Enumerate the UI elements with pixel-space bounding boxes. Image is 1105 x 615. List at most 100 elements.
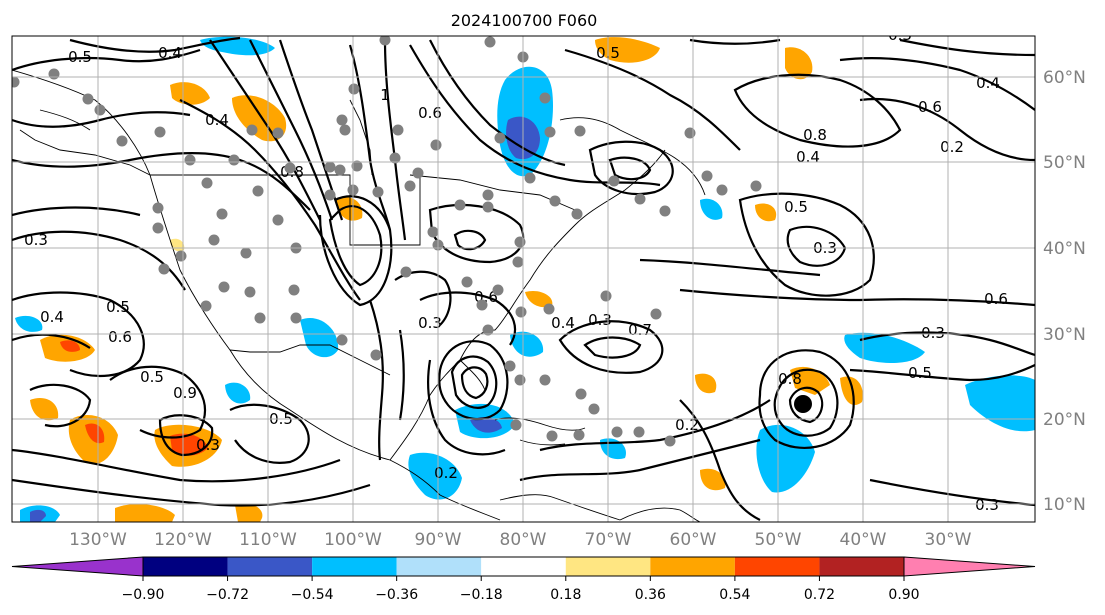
cyclone-center-marker	[794, 395, 812, 413]
contour	[229, 403, 310, 464]
border	[229, 344, 391, 376]
station-marker	[549, 195, 561, 207]
station-marker	[573, 429, 585, 441]
station-marker	[94, 104, 106, 116]
colorbar-bin	[396, 557, 482, 576]
station-marker	[82, 93, 94, 105]
station-marker	[544, 126, 556, 138]
station-marker	[716, 184, 728, 196]
station-marker	[650, 308, 662, 320]
contour	[12, 448, 341, 483]
station-marker	[351, 160, 363, 172]
contour	[460, 366, 489, 400]
colorbar-bin	[819, 557, 904, 576]
colorbar-tick-label: −0.36	[375, 587, 418, 603]
contour	[679, 288, 1035, 307]
station-marker	[482, 201, 494, 213]
contour	[733, 73, 902, 148]
colorbar-tick-label: 0.18	[550, 587, 581, 603]
station-marker	[546, 430, 558, 442]
contour	[179, 99, 361, 301]
station-markers	[12, 36, 762, 447]
negative-area	[225, 382, 251, 404]
station-marker	[216, 208, 228, 220]
coastline	[12, 69, 501, 521]
contour	[773, 368, 839, 437]
negative-area	[700, 198, 723, 220]
positive-area	[60, 340, 80, 352]
colorbar-extend-low	[11, 556, 144, 577]
station-marker	[476, 299, 488, 311]
station-marker	[504, 360, 516, 372]
latitude-label: 60°N	[1043, 68, 1086, 88]
station-marker	[12, 76, 20, 88]
station-marker	[514, 236, 526, 248]
station-marker	[244, 286, 256, 298]
latitude-label: 10°N	[1043, 495, 1086, 515]
station-marker	[608, 175, 620, 187]
station-marker	[370, 349, 382, 361]
longitude-label: 120°W	[154, 530, 212, 550]
contour	[839, 56, 1035, 111]
station-marker	[272, 214, 284, 226]
station-marker	[389, 152, 401, 164]
contour-label: 0.3	[24, 231, 48, 249]
station-marker	[339, 124, 351, 136]
station-marker	[514, 374, 526, 386]
positive-area	[525, 290, 553, 308]
border	[150, 174, 421, 246]
coastline	[499, 494, 621, 521]
contour	[679, 399, 761, 521]
contour	[328, 205, 383, 287]
station-marker	[324, 161, 336, 173]
positive-area	[335, 197, 363, 221]
colorbar-bin	[481, 557, 566, 576]
longitude-labels: 130°W 120°W 110°W 100°W 90°W 80°W 70°W 60°W 50°W…	[69, 530, 972, 550]
contour-label: 0.4	[796, 148, 820, 166]
contour-label: 0.8	[803, 126, 827, 144]
contour-label: 0.5	[784, 198, 808, 216]
graticule	[12, 36, 1035, 522]
station-marker	[524, 172, 536, 184]
station-marker	[116, 135, 128, 147]
positive-area	[755, 203, 777, 222]
station-marker	[48, 68, 60, 80]
contour	[438, 340, 509, 421]
contour	[12, 48, 201, 72]
contour	[12, 152, 311, 211]
contour	[583, 336, 642, 359]
contour	[249, 39, 334, 221]
contour-label: 0.9	[173, 384, 197, 402]
contour	[519, 438, 761, 482]
contour	[849, 364, 1035, 382]
colorbar-frame	[142, 556, 905, 577]
station-marker	[539, 92, 551, 104]
station-marker	[288, 284, 300, 296]
contour-label: 0.4	[976, 74, 1000, 92]
longitude-label: 40°W	[840, 530, 887, 550]
station-marker	[240, 247, 252, 259]
positive-area	[790, 366, 830, 395]
contour-label: 0.6	[418, 104, 442, 122]
station-marker	[336, 114, 348, 126]
contour	[12, 111, 191, 128]
station-marker	[634, 193, 646, 205]
positive-area	[840, 376, 863, 405]
colorbar-tick-label: −0.54	[291, 587, 334, 603]
station-marker	[633, 426, 645, 438]
station-marker	[684, 127, 696, 139]
station-marker	[152, 202, 164, 214]
station-marker	[324, 189, 336, 201]
contour	[12, 333, 91, 349]
station-marker	[201, 177, 213, 189]
colorbar-bin	[734, 557, 820, 576]
contour	[348, 44, 392, 231]
station-marker	[484, 36, 496, 48]
colorbar-bin	[227, 557, 313, 576]
longitude-label: 80°W	[500, 530, 547, 550]
station-marker	[200, 300, 212, 312]
station-marker	[750, 180, 762, 192]
longitude-label: 30°W	[925, 530, 972, 550]
contour-label: 0.3	[921, 324, 945, 342]
contour	[109, 365, 207, 439]
